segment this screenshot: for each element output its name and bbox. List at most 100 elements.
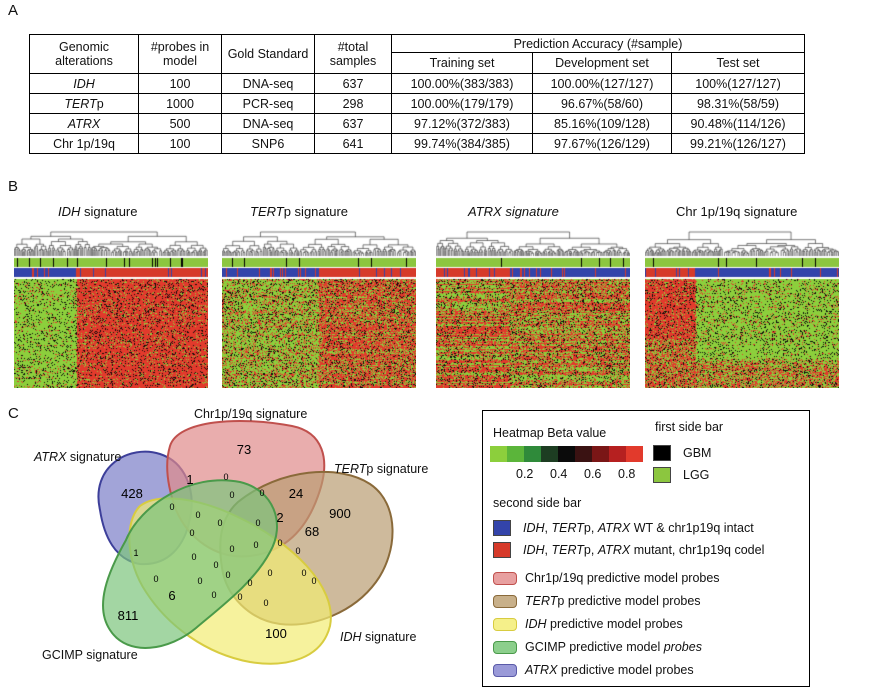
cell-alteration: IDH [29,73,139,94]
venn-count: 68 [305,524,319,539]
heatmap-atrx [436,222,630,388]
venn-count-zero: 0 [255,518,260,528]
venn-count-zero: 0 [189,528,194,538]
cell-dev: 96.67%(58/60) [532,93,672,114]
heatmap-title-tert: TERTp signature [250,204,349,219]
table-row: TERTp 1000 PCR-seq 298 100.00%(179/179) … [29,93,805,114]
col-probes: #probes in model [138,34,222,74]
venn-count-zero: 0 [197,576,202,586]
panel-label-a: A [8,2,19,19]
cell-dev: 97.67%(126/129) [532,133,672,154]
cell-alteration: Chr 1p/19q [29,133,139,154]
venn-count-zero: 0 [247,578,252,588]
cell-total: 637 [314,73,392,94]
venn-count-zero: 0 [153,574,158,584]
ramp-step [626,446,643,462]
venn-label-atrx: ATRX signature [34,450,122,464]
col-gold-standard: Gold Standard [221,34,315,74]
heatmap-title-chr: Chr 1p/19q signature [676,204,798,219]
venn-count-zero: 0 [217,518,222,528]
venn-count: 811 [118,608,139,623]
col-development-set: Development set [532,52,672,74]
cell-alteration: TERTp [29,93,139,114]
venn-count-zero: 0 [191,552,196,562]
col-test-set: Test set [671,52,805,74]
venn-count: 1 [133,548,138,558]
venn-count-zero: 0 [259,488,264,498]
venn-count-zero: 0 [211,590,216,600]
heatmap-title-atrx: ATRX signature [468,204,559,219]
venn-count-zero: 0 [223,472,228,482]
model-swatch-idh [493,618,517,631]
panel-label-b: B [8,178,19,195]
cell-train: 97.12%(372/383) [391,113,533,134]
cell-dev: 85.16%(109/128) [532,113,672,134]
cell-test: 90.48%(114/126) [671,113,805,134]
venn-count: 100 [265,626,287,641]
ramp-tick: 0.8 [618,467,636,481]
venn-count: 24 [289,486,303,501]
cell-gold: SNP6 [221,133,315,154]
venn-label-gcimp: GCIMP signature [42,648,138,662]
venn-count: 900 [329,506,351,521]
legend-first-side-bar: first side bar [655,420,724,434]
venn-label-tert: TERTp signature [334,462,429,476]
legend-second-side-bar: second side bar [493,496,582,510]
ramp-tick: 0.2 [516,467,534,481]
prediction-accuracy-table: Genomic alterations #probes in model Gol… [29,34,805,154]
red-swatch [493,542,511,558]
venn-set-gcimp [102,479,278,649]
cell-train: 100.00%(383/383) [391,73,533,94]
legend-model-chr: Chr1p/19q predictive model probes [525,571,720,585]
venn-count-zero: 0 [195,510,200,520]
venn-count-zero: 0 [229,490,234,500]
lgg-swatch [653,467,671,483]
venn-count-zero: 0 [253,540,258,550]
venn-count-zero: 0 [213,560,218,570]
panel-label-c: C [8,405,19,422]
venn-count: 428 [121,486,143,501]
gbm-swatch [653,445,671,461]
ramp-step [507,446,524,462]
model-swatch-gcimp [493,641,517,654]
cell-train: 100.00%(179/179) [391,93,533,114]
cell-probes: 1000 [138,93,222,114]
venn-count: 1 [186,472,193,487]
venn-count-zero: 0 [229,544,234,554]
ramp-step [592,446,609,462]
table-row: IDH 100 DNA-seq 637 100.00%(383/383) 100… [29,73,805,94]
cell-probes: 500 [138,113,222,134]
legend: Heatmap Beta value 0.2 0.4 0.6 0.8 first… [482,410,810,687]
cell-test: 98.31%(58/59) [671,93,805,114]
venn-count-zero: 0 [237,592,242,602]
venn-count: 6 [168,588,175,603]
cell-gold: DNA-seq [221,113,315,134]
cell-train: 99.74%(384/385) [391,133,533,154]
legend-blue-text: IDH, TERTp, ATRX WT & chr1p19q intact [523,521,754,535]
ramp-step [490,446,507,462]
venn-count-zero: 0 [267,568,272,578]
cell-test: 100%(127/127) [671,73,805,94]
venn-count: 73 [237,442,251,457]
legend-gbm: GBM [683,446,712,460]
venn-label-chr1p19q: Chr1p/19q signature [194,407,308,421]
table-row: Chr 1p/19q 100 SNP6 641 99.74%(384/385) … [29,133,805,154]
legend-lgg: LGG [683,468,710,482]
cell-dev: 100.00%(127/127) [532,73,672,94]
legend-model-idh: IDH predictive model probes [525,617,683,631]
heatmap-tert [222,222,416,388]
legend-model-gcimp: GCIMP predictive model probes [525,640,702,654]
venn-count-zero: 0 [295,546,300,556]
venn-count-zero: 0 [301,568,306,578]
venn-count: 2 [276,510,283,525]
venn-count-zero: 0 [277,538,282,548]
venn-count-zero: 0 [225,570,230,580]
blue-swatch [493,520,511,536]
cell-alteration: ATRX [29,113,139,134]
table-row: ATRX 500 DNA-seq 637 97.12%(372/383) 85.… [29,113,805,134]
cell-total: 637 [314,113,392,134]
col-total-samples: #total samples [314,34,392,74]
model-swatch-atrx [493,664,517,677]
col-training-set: Training set [391,52,533,74]
